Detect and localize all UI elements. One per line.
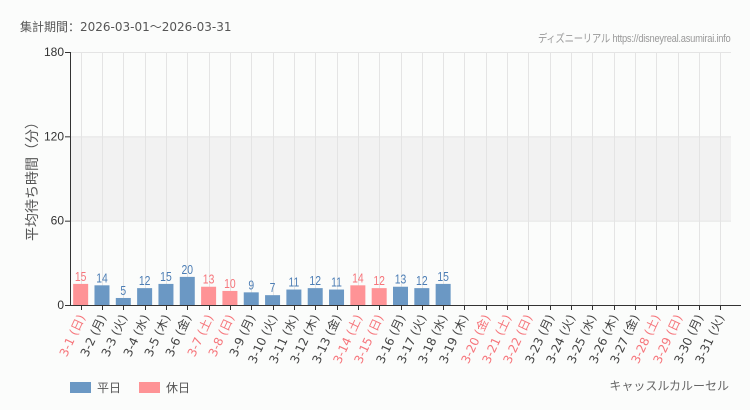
weekday-bar — [158, 283, 174, 305]
bar-value-label: 20 — [181, 263, 193, 277]
weekday-bar — [329, 289, 345, 305]
y-tick-label: 0 — [57, 298, 64, 312]
weekday-bar — [265, 295, 281, 305]
bar-value-label: 12 — [309, 274, 321, 288]
weekday-bar — [115, 297, 131, 305]
period-label: 集計期間：2026-03-01～2026-03-31 — [20, 20, 232, 34]
weekday-swatch — [70, 382, 91, 393]
bar-value-label: 10 — [224, 277, 236, 291]
legend-holiday-label: 休日 — [166, 381, 191, 395]
holiday-bar — [222, 290, 238, 305]
bar-value-label: 9 — [248, 278, 254, 292]
bar-value-label: 5 — [120, 284, 126, 298]
holiday-bar — [350, 285, 366, 305]
bar-value-label: 11 — [288, 275, 299, 289]
y-tick-label: 180 — [44, 45, 64, 59]
weekday-bar — [243, 292, 259, 305]
attraction-name: キャッスルカルーセル — [609, 379, 729, 393]
y-tick-label: 120 — [44, 129, 64, 143]
legend-weekday-label: 平日 — [97, 381, 122, 395]
weekday-bar — [414, 288, 430, 305]
bar-value-label: 14 — [96, 271, 108, 285]
weekday-bar — [137, 288, 153, 305]
legend: 平日 休日 — [70, 379, 202, 396]
holiday-bar — [201, 286, 217, 305]
bar-value-label: 11 — [331, 275, 342, 289]
bar-value-label: 13 — [203, 273, 215, 287]
weekday-bar — [286, 289, 302, 305]
bar-value-label: 15 — [75, 270, 87, 284]
legend-weekday[interactable]: 平日 — [70, 379, 121, 396]
bar-value-label: 15 — [160, 270, 172, 284]
weekday-bar — [435, 283, 451, 305]
holiday-bar — [73, 283, 89, 305]
weekday-bar — [307, 288, 323, 305]
holiday-swatch — [139, 382, 161, 393]
bar-value-label: 12 — [373, 274, 385, 288]
legend-holiday[interactable]: 休日 — [139, 379, 190, 396]
bar-value-label: 13 — [395, 273, 407, 287]
weekday-bar — [94, 285, 110, 305]
y-tick-label: 60 — [51, 214, 65, 228]
site-credit: ディズニーリアル https://disneyreal.asumirai.inf… — [537, 33, 731, 45]
bar-value-label: 12 — [416, 274, 428, 288]
bar-value-label: 15 — [437, 270, 449, 284]
weekday-bar — [179, 276, 195, 305]
bar-value-label: 7 — [270, 281, 276, 295]
shaded-band — [70, 136, 731, 221]
bar-value-label: 14 — [352, 271, 364, 285]
holiday-bar — [371, 288, 387, 305]
weekday-bar — [393, 286, 408, 305]
bar-value-label: 12 — [139, 274, 151, 288]
